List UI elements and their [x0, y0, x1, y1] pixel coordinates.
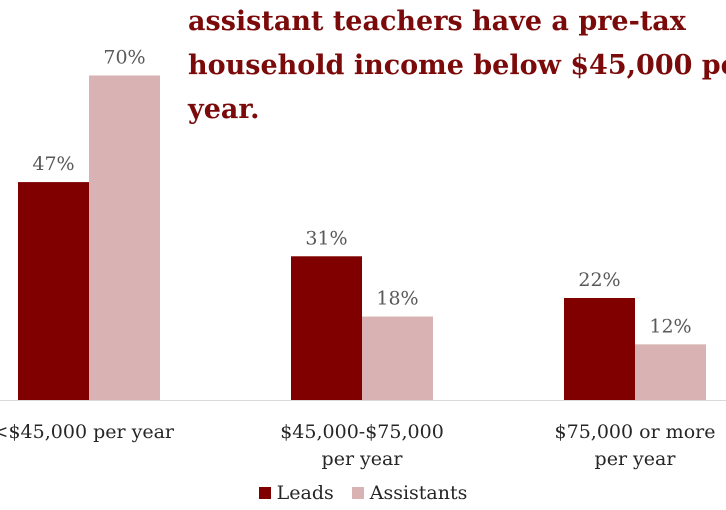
legend-item-leads: Leads	[258, 482, 334, 504]
headline-line-1: assistant teachers have a pre-tax	[188, 6, 686, 37]
bar-assistants-2	[635, 344, 706, 400]
bar-assistants-0	[89, 75, 160, 401]
legend-label-assistants: Assistants	[369, 482, 468, 504]
legend-swatch-leads	[258, 487, 271, 499]
bar-leads-2	[564, 298, 635, 400]
legend-label-leads: Leads	[276, 482, 334, 504]
data-label-assistants-0: 70%	[103, 46, 145, 68]
category-label-2-0: $75,000 or more	[555, 421, 716, 443]
data-label-assistants-1: 18%	[376, 288, 418, 310]
bar-leads-0	[18, 182, 89, 400]
chart-headline: assistant teachers have a pre-tax househ…	[188, 0, 726, 132]
bar-leads-1	[291, 256, 362, 400]
category-label-1-1: per year	[322, 448, 404, 470]
headline-line-2: household income below $45,000 per	[188, 50, 726, 81]
category-label-1-0: $45,000-$75,000	[280, 421, 444, 443]
category-label-0-0: <$45,000 per year	[0, 421, 175, 443]
headline-line-3: year.	[188, 94, 260, 125]
legend-item-assistants: Assistants	[351, 482, 468, 504]
data-label-leads-1: 31%	[305, 227, 347, 249]
legend-swatch-assistants	[351, 487, 364, 499]
data-label-leads-0: 47%	[32, 153, 74, 175]
bar-assistants-1	[362, 316, 433, 400]
chart-legend: Leads Assistants	[0, 482, 726, 504]
category-label-2-1: per year	[595, 448, 677, 470]
data-label-assistants-2: 12%	[649, 315, 691, 337]
data-label-leads-2: 22%	[578, 269, 620, 291]
